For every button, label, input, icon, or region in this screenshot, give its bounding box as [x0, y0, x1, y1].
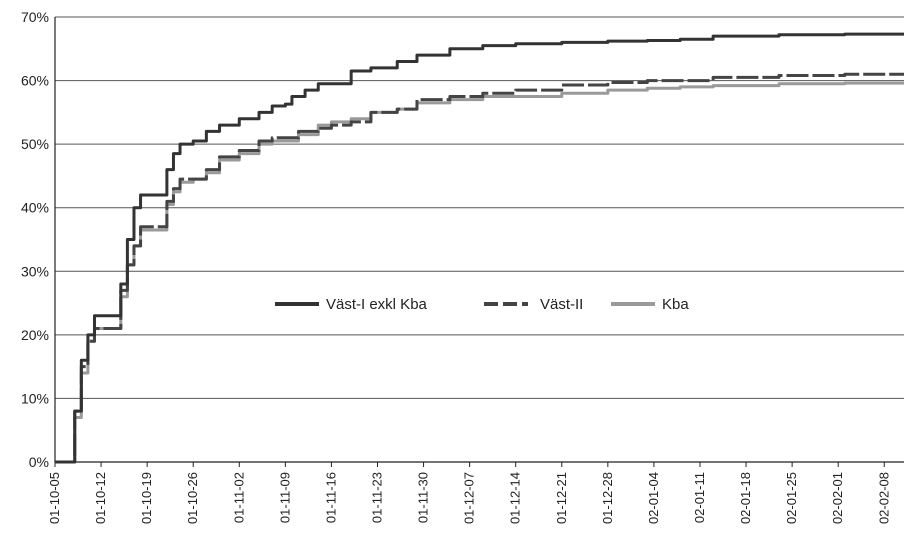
- x-tick-label: 01-12-28: [600, 472, 615, 524]
- x-axis-tick-labels: 01-10-05 01-10-12 01-10-19 01-10-26 01-11-02…: [47, 472, 891, 524]
- y-tick-label: 40%: [21, 200, 49, 216]
- x-tick-label: 01-10-12: [93, 472, 108, 524]
- x-tick-label: 01-12-21: [554, 472, 569, 524]
- x-tick-label: 02-02-01: [830, 472, 845, 524]
- x-tick-label: 01-11-23: [369, 472, 384, 523]
- axes: [54, 17, 904, 467]
- legend-label: Kba: [662, 296, 689, 313]
- series-lines: [55, 32, 904, 464]
- x-tick-label: 02-01-25: [784, 472, 799, 524]
- y-tick-label: 50%: [21, 136, 49, 152]
- series-line-1: [55, 72, 904, 464]
- y-tick-label: 20%: [21, 327, 49, 343]
- series-line-0: [55, 32, 904, 464]
- x-tick-label: 02-01-11: [692, 472, 707, 523]
- legend: Väst-I exkl Kba Väst-II Kba: [275, 296, 689, 313]
- legend-label: Väst-II: [540, 296, 583, 313]
- y-tick-label: 70%: [21, 9, 49, 25]
- x-tick-label: 01-10-05: [47, 472, 62, 524]
- x-tick-label: 01-10-19: [139, 472, 154, 524]
- x-tick-label: 01-10-26: [185, 472, 200, 524]
- legend-label: Väst-I exkl Kba: [326, 296, 428, 313]
- x-tick-label: 01-11-30: [416, 472, 431, 523]
- y-tick-label: 10%: [21, 390, 49, 406]
- y-axis-tick-labels: 0% 10% 20% 30% 40% 50% 60% 70%: [21, 9, 49, 470]
- x-tick-label: 01-12-07: [462, 472, 477, 524]
- y-tick-label: 30%: [21, 263, 49, 279]
- y-tick-label: 0%: [29, 454, 49, 470]
- x-tick-label: 02-01-04: [646, 472, 661, 524]
- x-tick-label: 02-02-08: [876, 472, 891, 524]
- x-tick-label: 01-11-09: [277, 472, 292, 523]
- grid-lines: [55, 16, 904, 399]
- x-tick-label: 01-11-16: [323, 472, 338, 523]
- x-tick-label: 02-01-18: [738, 472, 753, 524]
- x-tick-label: 01-11-02: [231, 472, 246, 523]
- y-tick-label: 60%: [21, 73, 49, 89]
- x-tick-label: 01-12-14: [508, 472, 523, 524]
- series-line-2: [55, 81, 904, 464]
